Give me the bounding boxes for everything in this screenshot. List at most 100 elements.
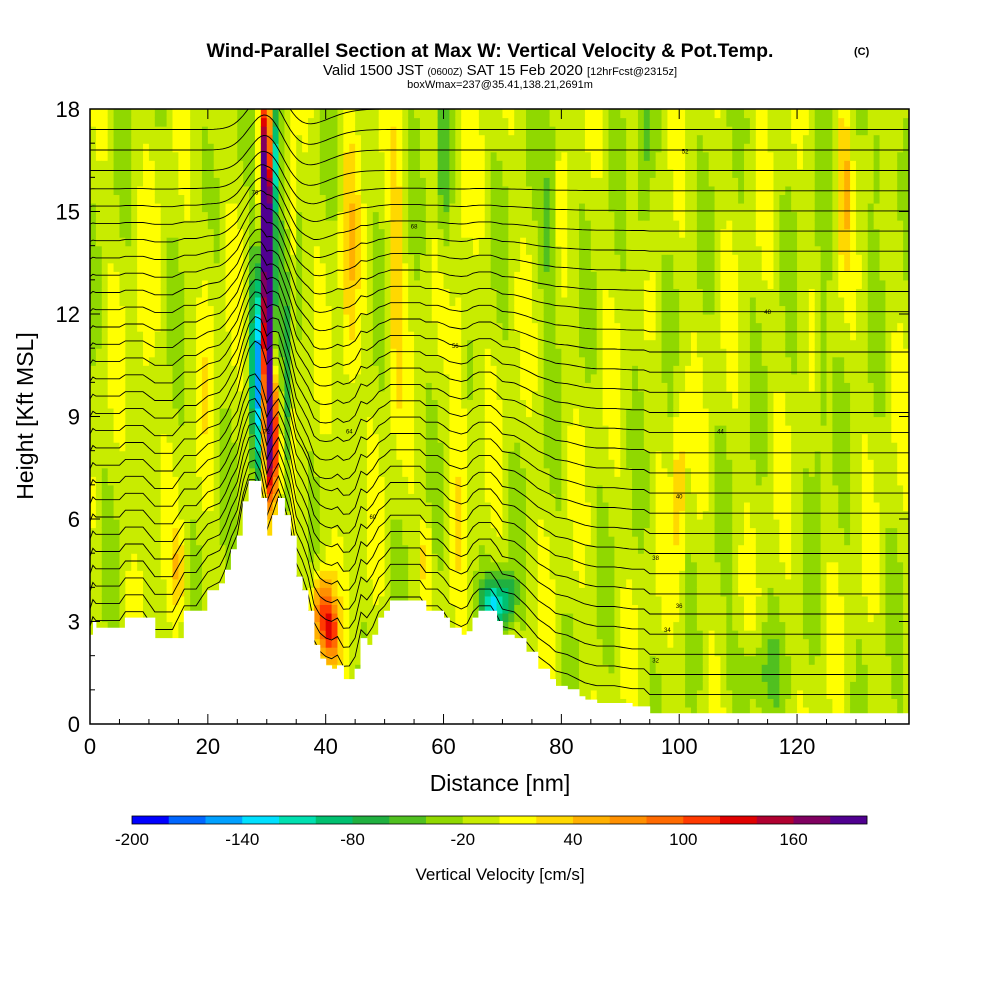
velocity-cell xyxy=(95,117,103,127)
velocity-cell xyxy=(113,160,121,170)
velocity-cell xyxy=(249,237,256,247)
velocity-cell xyxy=(107,578,115,588)
velocity-cell xyxy=(101,442,109,452)
velocity-cell xyxy=(90,143,97,153)
velocity-cell xyxy=(337,382,344,392)
velocity-cell xyxy=(243,177,250,187)
velocity-cell xyxy=(366,450,374,460)
velocity-cell xyxy=(361,621,368,631)
velocity-cell xyxy=(366,373,374,383)
velocity-cell xyxy=(190,604,197,614)
velocity-cell xyxy=(219,416,227,426)
velocity-cell xyxy=(355,160,362,170)
velocity-cell xyxy=(437,459,445,469)
velocity-cell xyxy=(361,143,368,153)
velocity-cell xyxy=(213,245,221,255)
velocity-cell xyxy=(396,245,403,255)
velocity-cell xyxy=(178,202,185,213)
velocity-cell xyxy=(478,109,486,119)
velocity-cell xyxy=(308,561,315,571)
velocity-cell xyxy=(160,288,168,298)
velocity-cell xyxy=(107,228,115,238)
velocity-cell xyxy=(225,399,233,409)
velocity-cell xyxy=(366,493,374,503)
velocity-cell xyxy=(225,467,233,477)
velocity-cell xyxy=(160,578,168,588)
velocity-cell xyxy=(131,271,138,281)
velocity-cell xyxy=(308,450,315,460)
velocity-cell xyxy=(408,484,415,494)
velocity-cell xyxy=(231,151,238,161)
velocity-cell xyxy=(372,177,380,187)
velocity-cell xyxy=(113,228,121,238)
velocity-cell xyxy=(449,459,456,469)
velocity-cell xyxy=(201,202,209,213)
velocity-cell xyxy=(484,296,492,307)
velocity-cell xyxy=(119,185,126,196)
velocity-cell xyxy=(461,612,468,623)
velocity-cell xyxy=(319,109,327,119)
velocity-cell xyxy=(266,194,274,204)
velocity-cell xyxy=(425,220,433,230)
velocity-cell xyxy=(143,484,150,494)
velocity-cell xyxy=(184,493,191,503)
velocity-cell xyxy=(313,211,321,221)
velocity-cell xyxy=(302,296,309,307)
velocity-cell xyxy=(237,484,244,494)
velocity-cell xyxy=(414,484,421,494)
velocity-cell xyxy=(419,442,427,452)
velocity-cell xyxy=(249,177,256,187)
velocity-cell xyxy=(419,194,427,204)
velocity-cell xyxy=(166,536,174,546)
velocity-cell xyxy=(160,467,168,477)
velocity-cell xyxy=(361,561,368,571)
velocity-cell xyxy=(419,561,427,571)
velocity-cell xyxy=(278,356,286,366)
velocity-cell xyxy=(396,296,403,307)
velocity-cell xyxy=(319,493,327,503)
velocity-cell xyxy=(213,151,221,161)
velocity-cell xyxy=(384,519,392,529)
velocity-cell xyxy=(484,416,492,426)
velocity-cell xyxy=(319,126,327,136)
velocity-cell xyxy=(343,331,350,341)
velocity-cell xyxy=(272,245,280,255)
velocity-cell xyxy=(207,279,215,289)
velocity-cell xyxy=(419,254,427,264)
velocity-cell xyxy=(113,168,121,178)
velocity-cell xyxy=(196,356,203,366)
velocity-cell xyxy=(160,553,168,563)
velocity-cell xyxy=(325,459,333,469)
velocity-cell xyxy=(419,177,427,187)
velocity-cell xyxy=(131,587,138,597)
velocity-cell xyxy=(107,254,115,264)
velocity-cell xyxy=(302,151,309,161)
velocity-cell xyxy=(431,382,439,392)
velocity-cell xyxy=(308,595,315,606)
velocity-cell xyxy=(384,117,392,127)
velocity-cell xyxy=(443,143,451,153)
velocity-cell xyxy=(490,382,498,392)
velocity-cell xyxy=(166,109,174,119)
velocity-cell xyxy=(90,553,97,563)
velocity-cell xyxy=(190,288,197,298)
velocity-cell xyxy=(443,425,451,435)
velocity-cell xyxy=(284,314,291,324)
velocity-cell xyxy=(378,348,386,358)
velocity-cell xyxy=(478,570,486,580)
velocity-cell xyxy=(101,621,109,631)
velocity-cell xyxy=(131,237,138,247)
velocity-cell xyxy=(396,237,403,247)
velocity-cell xyxy=(154,553,162,563)
velocity-cell xyxy=(343,262,350,272)
velocity-cell xyxy=(190,168,197,178)
velocity-cell xyxy=(343,672,350,682)
velocity-cell xyxy=(95,254,103,264)
velocity-cell xyxy=(131,168,138,178)
velocity-cell xyxy=(396,587,403,597)
velocity-cell xyxy=(190,433,197,443)
velocity-cell xyxy=(160,390,168,401)
velocity-cell xyxy=(455,296,462,307)
velocity-cell xyxy=(290,442,297,452)
velocity-cell xyxy=(160,151,168,161)
